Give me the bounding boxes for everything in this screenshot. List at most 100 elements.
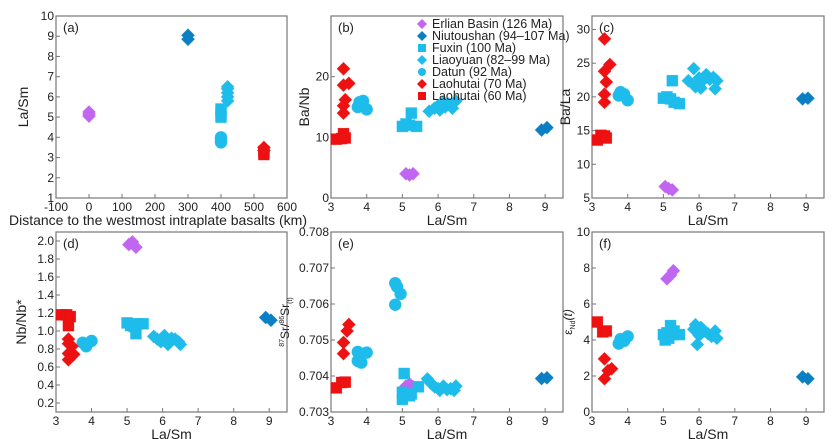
series-liaoyuan — [146, 328, 188, 352]
data-point-datun — [360, 346, 373, 359]
y-label-main: ε — [561, 329, 575, 335]
data-point-laohutai70 — [597, 371, 612, 386]
x-tick-label: 8 — [506, 414, 513, 428]
y-tick-label: 25 — [577, 56, 591, 70]
data-point-fuxin — [398, 367, 410, 380]
x-tick-label: 4 — [363, 414, 370, 428]
data-point-erlian — [406, 166, 421, 181]
x-tick-label: 9 — [803, 414, 810, 428]
y-tick-label: 1.0 — [37, 324, 54, 338]
data-point-laohutai70 — [61, 352, 76, 367]
x-tick-label: 8 — [767, 414, 774, 428]
y-axis-label: εNd(t) — [561, 309, 577, 335]
x-tick-label: 9 — [542, 414, 549, 428]
data-point-laohutai60 — [339, 376, 352, 388]
y-tick-label: 10 — [316, 130, 330, 144]
plot-frame — [330, 15, 564, 199]
y-tick-label: 8 — [583, 261, 590, 275]
x-tick-label: -100 — [44, 200, 68, 214]
x-tick-label: 400 — [211, 200, 231, 214]
series-laohutai60 — [330, 127, 352, 145]
legend-label-niutoushan: Niutoushan (94–107 Ma) — [432, 29, 570, 43]
y-tick-label: 2 — [583, 369, 590, 383]
series-laohutai70 — [597, 351, 619, 386]
legend-label-datun: Datun (92 Ma) — [432, 65, 512, 79]
x-tick-label: 5 — [660, 414, 667, 428]
data-point-niutoushan — [264, 313, 278, 328]
series-laohutai70 — [336, 61, 356, 120]
series-fuxin — [215, 103, 227, 123]
series-fuxin — [657, 319, 686, 346]
y-tick-label: 6 — [47, 90, 54, 104]
data-point-erlian — [665, 182, 680, 197]
y-tick-label: 0 — [322, 191, 329, 205]
x-axis-label: La/Sm — [688, 212, 728, 228]
data-point-liaoyuan — [173, 337, 188, 352]
data-point-laohutai60 — [600, 132, 613, 144]
legend-marker-liaoyuan — [417, 55, 427, 65]
y-tick-label: 0.2 — [37, 396, 54, 410]
panel-d: (d) 3 4 5 6 7 8 9 0.2 0.4 0.6 0.8 1.0 1.2 1.4 1.6 1.8 2.0… — [13, 231, 288, 439]
data-point-fuxin — [412, 380, 425, 393]
y-tick-label: 10 — [577, 157, 591, 171]
series-laohutai60 — [591, 316, 613, 338]
series-erlian — [658, 179, 680, 197]
x-tick-label: 5 — [399, 414, 406, 428]
panel-f: (f) 3 4 5 6 7 8 9 0 2 4 6 8 10 La/Sm εNd(t) — [561, 225, 825, 439]
y-tick-label: 0.708 — [299, 225, 329, 239]
y-tick-label: 0.4 — [37, 378, 54, 392]
legend: Erlian Basin (126 Ma) Niutoushan (94–107… — [417, 17, 570, 103]
plot-frame — [55, 231, 288, 413]
data-point-laohutai70 — [599, 75, 614, 89]
data-point-liaoyuan — [690, 337, 705, 352]
data-point-laohutai60 — [62, 319, 75, 332]
y-tick-label: 30 — [577, 22, 591, 36]
x-tick-label: 100 — [112, 200, 132, 214]
legend-label-erlian: Erlian Basin (126 Ma) — [432, 17, 552, 31]
data-point-niutoushan — [801, 371, 815, 386]
y-label-sup: 87 — [279, 339, 286, 347]
x-tick-label: 6 — [435, 200, 442, 214]
data-point-fuxin — [130, 327, 142, 340]
x-tick-label: 4 — [624, 414, 631, 428]
y-tick-label: 1.2 — [37, 306, 54, 320]
data-point-liaoyuan — [448, 94, 463, 108]
series-laohutai60 — [258, 145, 270, 161]
series-laohutai60 — [330, 376, 352, 394]
series-niutoushan — [795, 91, 815, 106]
data-point-laohutai60 — [339, 132, 352, 144]
series-fuxin — [657, 74, 686, 110]
y-tick-label: 1.6 — [37, 270, 54, 284]
x-tick-label: 300 — [178, 200, 198, 214]
series-liaoyuan — [420, 371, 463, 398]
y-tick-label: 0 — [583, 405, 590, 419]
y-tick-label: 7 — [47, 70, 54, 84]
legend-item-erlian: Erlian Basin (126 Ma) — [417, 17, 552, 31]
x-tick-label: 5 — [124, 414, 131, 428]
data-point-laohutai60 — [258, 145, 270, 158]
data-point-datun — [214, 131, 228, 144]
x-tick-label: 9 — [803, 200, 810, 214]
data-point-niutoushan — [540, 370, 554, 385]
series-liaoyuan — [220, 79, 235, 108]
y-tick-label: 1 — [47, 191, 54, 205]
y-tick-label: 20 — [316, 70, 330, 84]
y-tick-label: 6 — [583, 297, 590, 311]
series-laohutai70 — [61, 332, 81, 367]
x-tick-label: 0 — [86, 200, 93, 214]
x-tick-label: 3 — [328, 200, 335, 214]
y-tick-label: 10 — [41, 9, 55, 23]
x-tick-label: 500 — [244, 200, 264, 214]
x-axis-label: La/Sm — [427, 212, 467, 228]
data-point-liaoyuan — [220, 79, 235, 94]
y-tick-label: 3 — [47, 151, 54, 165]
series-liaoyuan — [422, 94, 463, 119]
y-label-main: Sr/ — [278, 323, 292, 339]
x-tick-label: 5 — [660, 200, 667, 214]
data-point-laohutai70 — [602, 57, 617, 72]
series-fuxin — [396, 107, 423, 133]
legend-label-fuxin: Fuxin (100 Ma) — [432, 41, 516, 55]
series-laohutai60 — [591, 129, 613, 146]
y-tick-label: 1.8 — [37, 252, 54, 266]
